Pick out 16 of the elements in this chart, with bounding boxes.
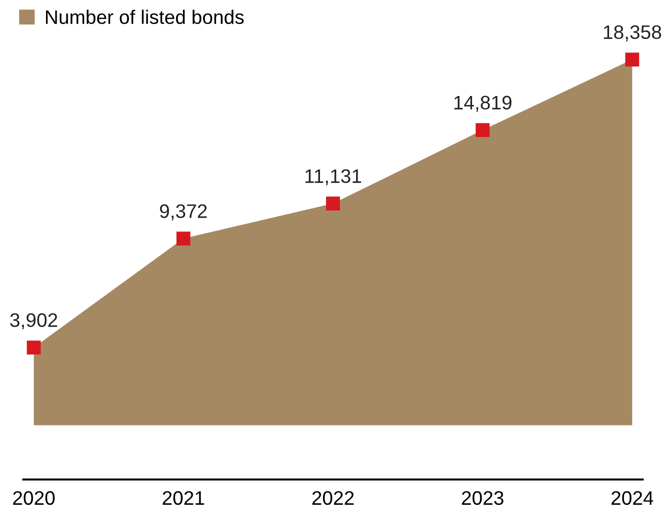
point <box>326 196 340 210</box>
legend-label: Number of listed bonds <box>46 10 244 24</box>
x-tick-label: 2023 <box>462 491 504 505</box>
point <box>26 340 41 354</box>
x-tick-label: 2022 <box>312 491 354 505</box>
x-tick-label: 2024 <box>612 491 654 505</box>
point <box>625 52 640 66</box>
data-label: 3,902 <box>10 313 58 330</box>
x-tick-label: 2020 <box>13 491 55 505</box>
data-label: 9,372 <box>160 204 207 220</box>
point <box>476 123 490 137</box>
point <box>176 232 190 246</box>
data-label: 18,358 <box>604 25 662 42</box>
data-label: 14,819 <box>454 96 512 112</box>
x-tick-label: 2021 <box>162 491 204 505</box>
data-label: 11,131 <box>305 169 362 186</box>
